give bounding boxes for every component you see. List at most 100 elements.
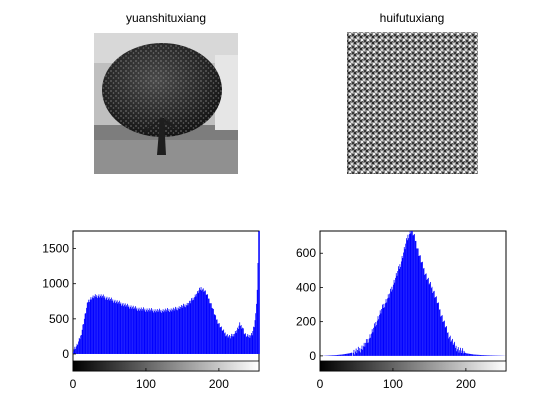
- hist1-bar: [110, 297, 112, 354]
- hist1-bar: [86, 307, 87, 354]
- hist1-bar: [250, 335, 252, 354]
- hist2-bar: [397, 271, 399, 356]
- original-image-title: yuanshituxiang: [125, 11, 207, 25]
- hist2-bar: [363, 346, 364, 356]
- hist2-bar: [434, 297, 436, 356]
- hist2-bar: [462, 348, 464, 356]
- hist1-bar: [105, 298, 107, 354]
- hist1-bar: [107, 300, 109, 354]
- hist1-bar: [84, 313, 86, 354]
- hist2-bar: [448, 338, 450, 356]
- hist1-bar: [153, 310, 155, 354]
- hist1-bar: [76, 343, 78, 354]
- hist1-bar: [186, 305, 187, 354]
- hist1-bar: [176, 307, 178, 354]
- hist1-bar: [159, 311, 161, 354]
- hist2-bar: [333, 355, 335, 356]
- hist1-bar: [125, 306, 127, 354]
- original-image: [94, 33, 238, 174]
- hist1-bar: [240, 325, 242, 354]
- hist1-bar: [99, 297, 101, 354]
- hist1-bar: [166, 309, 168, 354]
- hist1-bar: [134, 307, 136, 354]
- hist1-bar: [150, 309, 152, 354]
- hist1-bar: [124, 303, 126, 354]
- hist1-bar: [103, 297, 105, 354]
- hist2-bar: [432, 292, 434, 356]
- hist1-bar: [73, 349, 75, 354]
- hist2-bar: [477, 354, 479, 356]
- hist2-bar: [344, 354, 346, 356]
- hist2-bar: [354, 354, 356, 356]
- hist1-bar: [233, 336, 235, 354]
- hist1-bar: [104, 296, 106, 354]
- hist1-bar: [223, 329, 225, 354]
- hist2-bar: [403, 252, 404, 356]
- hist1-bar: [226, 335, 227, 354]
- hist2-bar: [370, 337, 372, 356]
- hist1-bar: [202, 288, 204, 354]
- hist2-bar: [487, 355, 489, 356]
- hist1-bar: [153, 312, 155, 354]
- hist1-bar: [202, 289, 203, 354]
- hist1-bar: [119, 303, 121, 354]
- hist2-bar: [347, 353, 349, 356]
- hist1-bar: [251, 335, 253, 354]
- hist2-bar: [469, 353, 471, 356]
- hist2-bar: [349, 353, 350, 356]
- hist2-bar: [395, 273, 397, 356]
- hist2-bar: [346, 353, 348, 356]
- hist2-bar: [435, 297, 437, 356]
- hist2-bar: [485, 355, 487, 356]
- hist2-bar: [470, 354, 472, 356]
- hist1-bar: [191, 298, 192, 354]
- hist1-bar: [133, 309, 135, 354]
- hist2-bar: [473, 354, 475, 356]
- hist1-bar: [168, 309, 170, 354]
- hist1-bar: [229, 335, 230, 354]
- hist2-bar: [349, 353, 351, 356]
- hist1-bar: [96, 295, 98, 354]
- hist2-bar: [402, 258, 404, 356]
- hist2-bar: [386, 302, 388, 356]
- hist2-bar: [419, 255, 420, 356]
- hist2-bar: [344, 354, 345, 356]
- hist2-bar: [420, 262, 422, 356]
- hist2-bar: [421, 262, 423, 356]
- hist2-bar: [433, 291, 434, 356]
- hist1-bar: [192, 297, 194, 354]
- hist1-bar: [116, 301, 117, 354]
- hist1-bar: [110, 299, 111, 354]
- hist2-bar: [363, 342, 365, 356]
- hist2-bar: [447, 332, 449, 356]
- hist2-bar: [357, 349, 358, 356]
- hist2-bar: [400, 261, 402, 356]
- hist1-bar: [164, 310, 165, 354]
- hist1-bar: [123, 306, 125, 354]
- hist2-bar: [465, 352, 466, 356]
- hist2-bar: [439, 309, 441, 356]
- hist1-bar: [246, 335, 248, 354]
- hist1-bar: [204, 290, 206, 354]
- hist2-bar: [371, 329, 373, 356]
- hist1-bar: [187, 305, 189, 354]
- hist1-bar: [216, 319, 218, 354]
- hist1-bar: [147, 311, 149, 354]
- hist2-bar: [430, 281, 431, 356]
- hist1-bar: [82, 324, 84, 354]
- hist2-bar: [378, 319, 380, 356]
- hist2-bar: [435, 296, 437, 356]
- hist2-bar: [358, 351, 360, 356]
- hist1-bar: [171, 311, 173, 354]
- hist1-bar: [146, 308, 148, 354]
- hist2-bar: [355, 348, 357, 356]
- hist1-bar: [253, 327, 255, 354]
- hist1-bar: [207, 294, 209, 354]
- hist1-bar: [140, 307, 142, 354]
- hist2-bar: [413, 234, 415, 356]
- hist2-bar: [348, 353, 350, 356]
- hist2-xtick-label: 200: [456, 377, 476, 391]
- hist1-bar: [145, 310, 147, 354]
- hist1-bar: [221, 330, 223, 354]
- hist2-bar: [446, 332, 448, 356]
